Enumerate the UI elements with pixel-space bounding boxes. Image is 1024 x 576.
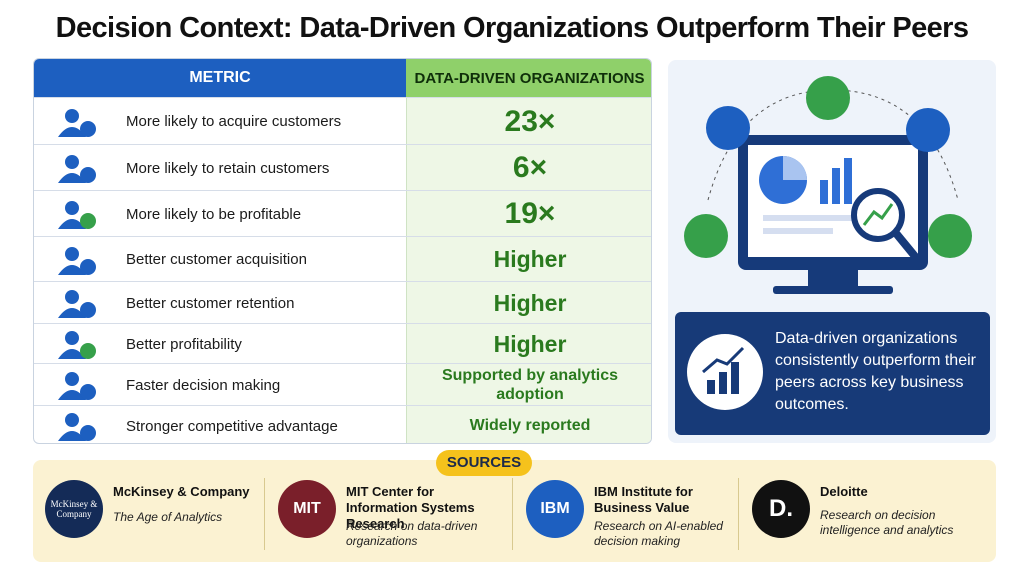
source-detail: Research on decision intelligence and an…: [820, 508, 954, 537]
source-detail: Research on AI-enabled decision making: [594, 519, 723, 548]
table-row: More likely to be profitable 19×: [34, 190, 651, 237]
table-row: Faster decision making Supported by analy…: [34, 363, 651, 406]
bar-icon: [844, 158, 852, 204]
source-name: Deloitte: [820, 484, 868, 499]
metric-value: 6×: [406, 145, 651, 191]
trend: [862, 203, 894, 226]
metric-value: Higher: [406, 282, 651, 324]
source-logo: MIT: [278, 480, 336, 538]
node-icon: [684, 214, 728, 258]
line-icon: [763, 228, 833, 234]
pie-slice: [783, 156, 807, 180]
sources-box: [33, 460, 996, 562]
metric-value: Widely reported: [406, 406, 651, 443]
metric-label: More likely to be profitable: [126, 205, 302, 223]
callout-box: [675, 312, 990, 435]
metric-label: Faster decision making: [126, 376, 281, 394]
metric-value: 23×: [406, 98, 651, 145]
source-name: McKinsey & Company: [113, 484, 250, 499]
stand: [808, 270, 858, 288]
row-icon: [58, 108, 96, 137]
column-header: DATA-DRIVEN ORGANIZATIONS: [406, 59, 651, 97]
divider: [512, 478, 513, 550]
line-icon: [763, 215, 853, 221]
source-name: MIT Center for Information Systems Resea…: [346, 484, 475, 531]
row-icon: [58, 331, 96, 359]
source-logo: D.: [752, 480, 810, 538]
callout-text: Data-driven organizations consistently o…: [775, 330, 976, 413]
illustration: [684, 76, 972, 294]
table-row: Stronger competitive advantage Widely rep…: [34, 405, 651, 443]
metric-label: Better customer acquisition: [126, 251, 307, 268]
metric-label: Better customer retention: [126, 294, 295, 312]
node-icon: [928, 214, 972, 258]
bar-icon: [820, 180, 828, 204]
metric-label: Better profitability: [126, 335, 242, 353]
metric-label: More likely to retain customers: [126, 159, 330, 177]
base: [773, 286, 893, 294]
source-detail: The Age of Analytics: [113, 510, 223, 524]
column-header: METRIC: [34, 59, 406, 97]
metric-label: More likely to acquire customers: [126, 113, 342, 130]
metric-value: Supported by analytics adoption: [406, 364, 651, 406]
table-row: Better customer acquisition Higher: [34, 236, 651, 282]
metric-label: Stronger competitive advantage: [126, 417, 338, 435]
table-row: More likely to retain customers 6×: [34, 144, 651, 191]
metric-value: 19×: [406, 191, 651, 237]
row-icon: [58, 155, 96, 183]
comparison-table: METRIC DATA-DRIVEN ORGANIZATIONS More li…: [33, 58, 652, 444]
table-row: Better customer retention Higher: [34, 281, 651, 324]
bar-icon: [832, 168, 840, 204]
node-icon: [906, 108, 950, 152]
table-row: Better profitability Higher: [34, 323, 651, 364]
growth-icon: [687, 334, 763, 410]
source-detail: Research on data-driven organizations: [346, 519, 478, 548]
node-icon: [706, 106, 750, 150]
divider: [264, 478, 265, 550]
source-logo: IBM: [526, 480, 584, 538]
source-logo: McKinsey & Company: [45, 480, 103, 538]
logo-mark: D.: [752, 480, 810, 538]
sources-label: SOURCES: [436, 450, 532, 476]
row-icon: [58, 290, 96, 318]
table-row: More likely to acquire customers 23×: [34, 97, 651, 145]
title: Decision Context: Data-Driven Organizati…: [55, 12, 969, 44]
row-icon: [58, 413, 96, 441]
row-icon: [58, 246, 96, 275]
row-icon: [58, 372, 96, 400]
node-icon: [806, 76, 850, 120]
metric-value: Higher: [406, 324, 651, 364]
divider: [738, 478, 739, 550]
metric-value: Higher: [406, 237, 651, 282]
source-name: IBM Institute for Business Value: [594, 484, 693, 515]
row-icon: [58, 201, 96, 229]
magnifier-handle: [891, 229, 922, 263]
